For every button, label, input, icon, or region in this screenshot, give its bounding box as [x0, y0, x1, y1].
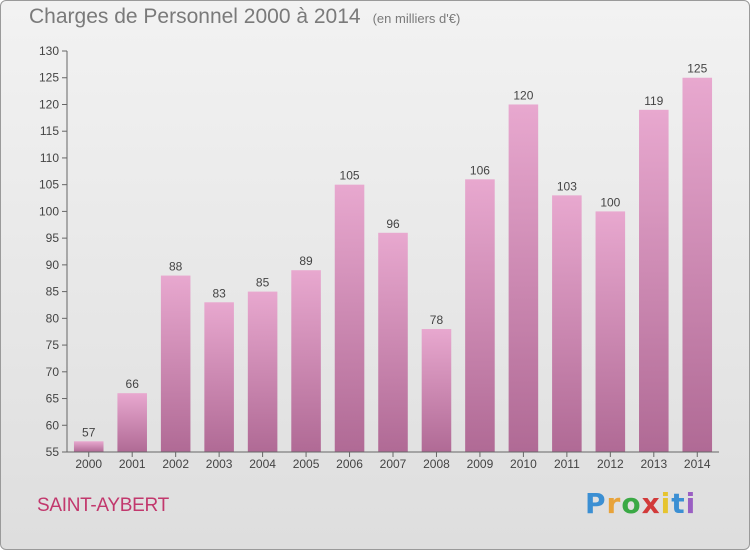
bar-value-label: 66 — [126, 377, 140, 391]
x-tick-label: 2004 — [249, 457, 276, 471]
bar-value-label: 105 — [340, 169, 360, 183]
y-tick-label: 110 — [40, 151, 59, 165]
y-tick-label: 80 — [46, 311, 60, 325]
x-axis: 2000 2001 2002 2003 2004 2005 2006 2007 2008 2009… — [67, 451, 719, 471]
x-tick-label: 2010 — [510, 457, 537, 471]
bar-value-label: 85 — [256, 276, 270, 290]
x-tick-label: 2008 — [423, 457, 450, 471]
y-axis: 55 60 65 70 75 80 85 90 95 100 105 110 115 120 125 130 — [39, 44, 68, 459]
x-tick-label: 2012 — [597, 457, 624, 471]
x-tick-label: 2001 — [119, 457, 146, 471]
y-tick-label: 120 — [39, 97, 59, 111]
y-tick-label: 55 — [46, 445, 60, 459]
x-tick-label: 2014 — [684, 457, 711, 471]
bar — [204, 302, 234, 452]
bar — [595, 211, 626, 452]
y-tick-label: 85 — [46, 285, 60, 299]
bar-value-label: 96 — [386, 217, 400, 231]
x-tick-label: 2005 — [293, 457, 320, 471]
y-tick-label: 60 — [46, 418, 60, 432]
y-tick-label: 90 — [46, 258, 60, 272]
y-tick-label: 65 — [46, 392, 60, 406]
bar-value-label: 78 — [430, 313, 444, 327]
bar-value-label: 120 — [513, 88, 533, 102]
bar — [682, 77, 713, 452]
bar — [291, 270, 321, 452]
bar — [247, 291, 278, 452]
bars: 57 66 88 83 85 89 105 96 78 106 120 103 100 119 125 — [73, 62, 713, 453]
bar — [160, 275, 191, 452]
y-tick-label: 75 — [46, 338, 60, 352]
x-tick-label: 2007 — [380, 457, 407, 471]
x-tick-label: 2003 — [206, 457, 233, 471]
x-tick-label: 2011 — [554, 457, 580, 471]
y-tick-label: 105 — [39, 178, 59, 192]
bar-value-label: 100 — [600, 195, 620, 209]
y-tick-label: 115 — [40, 124, 59, 138]
bar — [465, 179, 495, 452]
proxiti-logo: Proxiti — [585, 487, 697, 520]
bar-value-label: 103 — [557, 179, 577, 193]
bar — [508, 104, 539, 452]
bar — [117, 393, 147, 452]
y-tick-label: 95 — [46, 231, 60, 245]
x-tick-label: 2013 — [640, 457, 667, 471]
bar — [421, 329, 452, 452]
bar-value-label: 119 — [644, 94, 663, 108]
chart-title: Charges de Personnel 2000 à 2014 (en mill… — [29, 5, 460, 29]
x-tick-label: 2000 — [75, 457, 102, 471]
bar-value-label: 88 — [169, 260, 183, 274]
bar — [334, 184, 365, 452]
chart-subtitle: (en milliers d'€) — [372, 11, 461, 26]
bar-value-label: 83 — [212, 286, 226, 300]
x-tick-label: 2009 — [467, 457, 494, 471]
bar — [73, 441, 104, 452]
bar — [639, 109, 669, 453]
x-tick-label: 2002 — [162, 457, 189, 471]
y-tick-label: 70 — [46, 365, 60, 379]
y-tick-label: 125 — [39, 71, 59, 85]
y-tick-label: 100 — [39, 204, 59, 218]
bar-value-label: 57 — [82, 425, 96, 439]
commune-name: SAINT-AYBERT — [37, 495, 169, 516]
bar-value-label: 89 — [299, 254, 313, 268]
y-tick-label: 130 — [39, 44, 59, 58]
bar — [378, 232, 408, 452]
x-tick-label: 2006 — [336, 457, 363, 471]
chart-title-text: Charges de Personnel 2000 à 2014 — [29, 5, 361, 28]
bar-value-label: 106 — [470, 163, 490, 177]
bar — [552, 195, 582, 453]
bar-value-label: 125 — [687, 62, 707, 76]
